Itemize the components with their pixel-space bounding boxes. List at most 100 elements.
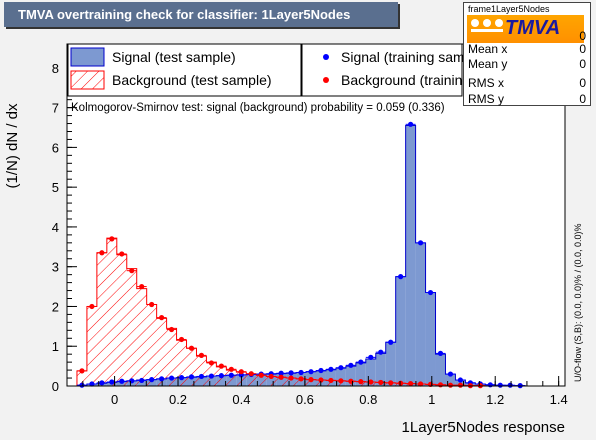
background-test-bar [276, 377, 287, 386]
background-train-point-marker [178, 336, 185, 343]
signal-train-point [365, 354, 376, 360]
signal-train-point-marker [358, 359, 364, 365]
signal-train-point [325, 366, 336, 372]
legend-swatch-signal-test [70, 47, 105, 67]
background-test-bar [286, 378, 297, 386]
background-test-bar [166, 328, 177, 386]
signal-train-point [405, 121, 416, 127]
background-train-point-marker [388, 380, 394, 386]
signal-test-bar [365, 358, 376, 386]
x-tick-label: 0.4 [232, 392, 250, 407]
background-test-bar [246, 374, 257, 386]
x-tick-label: 0.6 [296, 392, 314, 407]
background-train-point-marker [457, 382, 464, 388]
signal-train-point [385, 339, 396, 345]
signal-train-point-marker [228, 372, 234, 378]
tmva-logo-text: TMVA [505, 17, 561, 39]
plot-title: TMVA overtraining check for classifier: … [4, 2, 398, 27]
background-train-point [286, 375, 297, 381]
background-train-point [246, 371, 257, 377]
stats-label: Mean y [468, 57, 508, 71]
signal-test-bar [405, 125, 416, 386]
stats-label: RMS x [468, 76, 504, 90]
signal-train-point-marker [109, 379, 115, 385]
signal-train-point-marker [119, 378, 125, 384]
legend-label-background-test: Background (test sample) [112, 72, 272, 88]
background-test-bar [146, 304, 157, 386]
background-test-bar [296, 378, 307, 386]
background-train-point-marker [288, 375, 294, 381]
background-test-bar [126, 268, 137, 386]
background-train-point [116, 251, 127, 257]
signal-test-bar [345, 366, 356, 386]
background-train-point-marker [408, 381, 414, 387]
background-train-point [86, 303, 97, 310]
legend-marker-background-train [323, 77, 329, 83]
signal-train-point [206, 373, 217, 379]
signal-train-point [156, 376, 167, 382]
background-train-point [96, 250, 107, 256]
background-test-bar [106, 238, 117, 386]
background-train-point-marker [358, 379, 364, 385]
background-train-point [106, 236, 117, 242]
stats-row-rms-y: RMS y 0 [468, 92, 586, 106]
background-train-point [325, 377, 336, 384]
signal-train-point-marker [388, 339, 394, 345]
signal-train-point [316, 367, 326, 374]
background-train-point [236, 369, 247, 375]
background-train-point-marker [298, 376, 304, 382]
signal-train-point [196, 373, 207, 380]
background-train-point-marker [248, 371, 254, 377]
background-test-bar [196, 356, 207, 386]
background-test-bar [96, 252, 107, 386]
signal-train-point [355, 359, 366, 365]
signal-train-point-marker [427, 289, 434, 296]
signal-train-point [296, 369, 307, 376]
signal-train-point [435, 350, 446, 356]
signal-train-point-marker [368, 354, 374, 360]
tmva-logo-icon [471, 19, 503, 32]
background-train-point-marker [398, 380, 404, 386]
background-train-point-marker [129, 268, 135, 274]
stats-name: frame1Layer5Nodes [468, 4, 550, 14]
background-train-point [146, 301, 157, 308]
signal-train-point-marker [188, 374, 195, 380]
signal-train-point-marker [318, 367, 324, 374]
background-train-point [126, 268, 137, 274]
background-train-point [226, 366, 237, 372]
signal-train-point-marker [89, 381, 95, 387]
signal-train-point-marker [298, 369, 304, 376]
background-train-point-marker [99, 250, 105, 256]
background-train-point-marker [258, 372, 264, 378]
x-tick-label: 1 [428, 392, 435, 407]
background-train-point-marker [188, 345, 195, 351]
background-train-point [355, 379, 366, 385]
signal-train-point [395, 274, 406, 280]
stats-value: 0 [579, 76, 586, 90]
y-tick-label: 0 [52, 379, 59, 394]
signal-test-bar [425, 292, 436, 386]
background-train-point-marker [218, 363, 224, 369]
signal-train-point-marker [178, 375, 185, 381]
signal-test-bar [415, 242, 426, 386]
signal-train-point-marker [417, 240, 424, 246]
stats-entries: 0 [579, 29, 586, 43]
legend-label-signal-test: Signal (test sample) [112, 49, 236, 65]
signal-train-point-marker [278, 370, 284, 376]
background-train-point [395, 380, 406, 386]
background-train-point [256, 372, 267, 378]
background-train-point-marker [238, 369, 244, 375]
background-test-bar [176, 340, 187, 386]
legend-marker-signal-train [323, 54, 329, 60]
y-tick-label: 8 [52, 61, 59, 76]
signal-train-point [146, 377, 157, 383]
signal-train-point [495, 382, 506, 388]
background-train-point [385, 380, 396, 386]
stats-row-mean-x: Mean x 0 [468, 42, 586, 56]
legend: Signal (test sample) Background (test sa… [67, 43, 524, 97]
legend-label-signal-train: Signal (training sample) [341, 49, 488, 65]
x-tick-label: 1.2 [486, 392, 504, 407]
stats-value: 0 [579, 57, 586, 71]
background-train-point [316, 377, 326, 383]
